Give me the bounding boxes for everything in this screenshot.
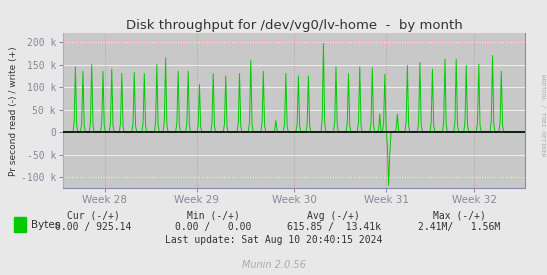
Text: 615.85 /  13.41k: 615.85 / 13.41k (287, 222, 381, 232)
Text: 2.41M/   1.56M: 2.41M/ 1.56M (418, 222, 501, 232)
Text: Max (-/+): Max (-/+) (433, 211, 486, 221)
Text: Munin 2.0.56: Munin 2.0.56 (242, 260, 305, 270)
Text: 0.00 / 925.14: 0.00 / 925.14 (55, 222, 131, 232)
Text: 0.00 /   0.00: 0.00 / 0.00 (175, 222, 252, 232)
Text: Min (-/+): Min (-/+) (187, 211, 240, 221)
Text: RRDTOOL / TOBI OETIKER: RRDTOOL / TOBI OETIKER (541, 74, 546, 157)
Text: Bytes: Bytes (31, 220, 60, 230)
Text: Last update: Sat Aug 10 20:40:15 2024: Last update: Sat Aug 10 20:40:15 2024 (165, 235, 382, 244)
Title: Disk throughput for /dev/vg0/lv-home  -  by month: Disk throughput for /dev/vg0/lv-home - b… (126, 19, 462, 32)
Text: Avg (-/+): Avg (-/+) (307, 211, 360, 221)
Y-axis label: Pr second read (-) / write (+): Pr second read (-) / write (+) (9, 46, 18, 175)
Text: Cur (-/+): Cur (-/+) (67, 211, 119, 221)
